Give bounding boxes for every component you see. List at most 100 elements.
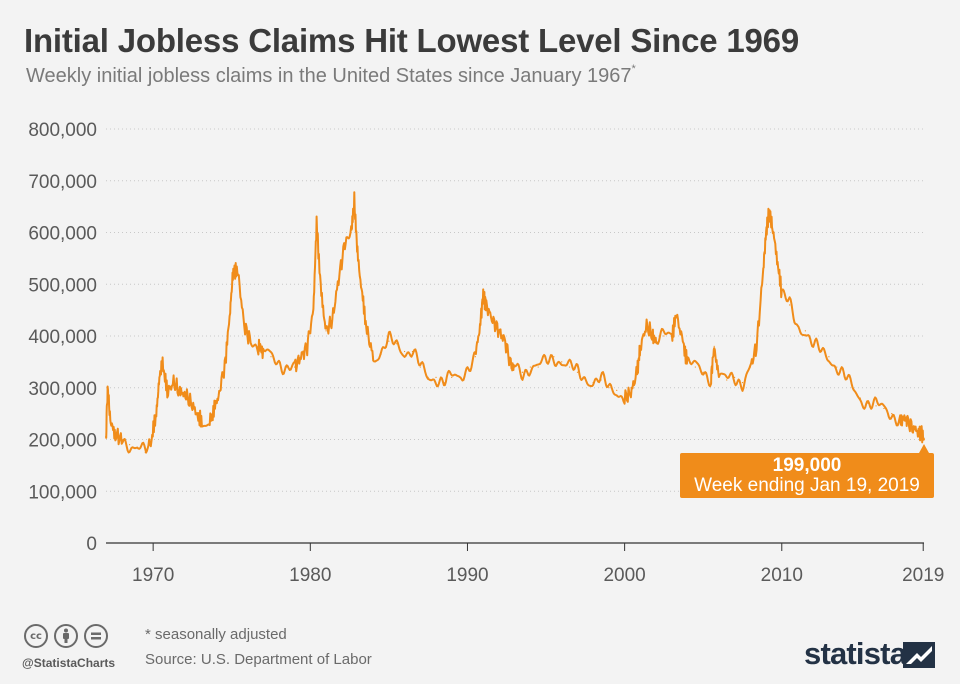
- data-point: [734, 376, 736, 378]
- license-icons: cc: [24, 624, 108, 648]
- data-point: [158, 376, 161, 378]
- data-point: [150, 438, 153, 441]
- data-point: [608, 387, 610, 389]
- data-point: [144, 451, 146, 454]
- data-point: [804, 330, 806, 332]
- data-point: [249, 340, 252, 342]
- data-point: [179, 392, 181, 394]
- data-point: [859, 397, 861, 399]
- data-point: [320, 294, 322, 296]
- data-point: [741, 381, 744, 384]
- callout-label: Week ending Jan 19, 2019: [694, 475, 920, 496]
- data-point: [353, 200, 355, 203]
- cc-icon[interactable]: cc: [24, 624, 48, 648]
- data-point: [789, 304, 791, 306]
- data-point: [504, 340, 506, 342]
- data-point: [218, 392, 220, 394]
- data-point: [521, 371, 524, 373]
- data-point: [529, 366, 531, 368]
- data-point: [243, 325, 245, 327]
- by-icon[interactable]: [54, 624, 78, 648]
- data-point: [411, 350, 414, 353]
- data-point: [105, 436, 107, 438]
- data-point: [537, 366, 539, 368]
- data-point: [435, 376, 437, 378]
- chart-title: Initial Jobless Claims Hit Lowest Level …: [24, 22, 799, 59]
- data-point: [553, 356, 555, 358]
- data-point: [883, 407, 885, 410]
- data-point: [765, 231, 767, 234]
- data-point: [867, 402, 869, 404]
- data-point: [344, 242, 346, 244]
- data-point: [479, 325, 481, 327]
- data-point: [396, 343, 398, 345]
- data-point: [646, 325, 648, 327]
- y-tick-label: 300,000: [28, 379, 97, 400]
- data-point: [663, 335, 665, 337]
- data-point: [380, 353, 382, 355]
- x-tick-label: 1970: [132, 565, 174, 586]
- data-point: [713, 345, 715, 347]
- callout-value: 199,000: [772, 455, 842, 476]
- data-point: [771, 226, 773, 228]
- data-point: [232, 268, 234, 270]
- data-point: [639, 345, 641, 347]
- data-point: [262, 350, 264, 353]
- data-point: [923, 439, 925, 441]
- subtitle-text: Weekly initial jobless claims in the Uni…: [26, 65, 632, 87]
- statista-logo-mark-icon: [903, 642, 935, 668]
- data-point: [702, 371, 704, 373]
- data-point: [561, 361, 563, 363]
- line-chart: 0 100,000 200,000 300,000 400,000 500,000 600,…: [28, 120, 944, 586]
- twitter-handle[interactable]: @StatistaCharts: [22, 656, 116, 670]
- data-point: [492, 319, 494, 322]
- data-point: [851, 387, 854, 389]
- data-point: [388, 340, 390, 342]
- data-point: [166, 392, 168, 394]
- nd-icon[interactable]: [84, 624, 108, 648]
- data-point: [419, 366, 421, 368]
- data-point: [136, 446, 139, 448]
- subtitle-footnote-mark: *: [631, 63, 636, 76]
- data-point: [781, 294, 783, 296]
- data-point: [229, 309, 231, 311]
- y-tick-label: 700,000: [28, 172, 97, 193]
- x-tick-label: 1990: [446, 565, 488, 586]
- y-tick-label: 100,000: [28, 482, 97, 503]
- data-point: [190, 402, 192, 404]
- data-point: [356, 252, 359, 254]
- y-tick-label: 200,000: [28, 431, 97, 452]
- data-point: [756, 345, 758, 347]
- data-point: [776, 257, 778, 259]
- data-point: [312, 309, 315, 311]
- data-point: [485, 304, 487, 306]
- statista-logo[interactable]: statista: [804, 636, 907, 671]
- latest-value-callout: 199,000 Week ending Jan 19, 2019: [680, 444, 934, 498]
- data-point: [655, 340, 657, 342]
- data-point: [270, 356, 272, 358]
- footnote: * seasonally adjusted: [145, 626, 287, 643]
- data-point: [514, 366, 516, 368]
- data-point: [110, 423, 112, 425]
- data-point: [836, 366, 838, 368]
- data-point: [325, 330, 327, 332]
- data-point: [624, 397, 626, 399]
- x-tick-label: 2000: [603, 565, 645, 586]
- data-point: [196, 413, 198, 415]
- data-point: [372, 356, 374, 358]
- source-note: Source: U.S. Department of Labor: [145, 651, 372, 668]
- data-point: [510, 366, 513, 368]
- data-point: [710, 376, 712, 378]
- data-point: [300, 356, 302, 358]
- data-point: [913, 428, 915, 430]
- data-point: [616, 389, 618, 391]
- data-point: [172, 381, 175, 384]
- data-point: [403, 350, 406, 353]
- data-point: [306, 345, 308, 347]
- data-point: [482, 294, 484, 296]
- data-point: [474, 356, 476, 358]
- data-point: [592, 381, 594, 384]
- data-point: [293, 366, 296, 368]
- data-point: [459, 376, 461, 378]
- data-point: [161, 361, 164, 363]
